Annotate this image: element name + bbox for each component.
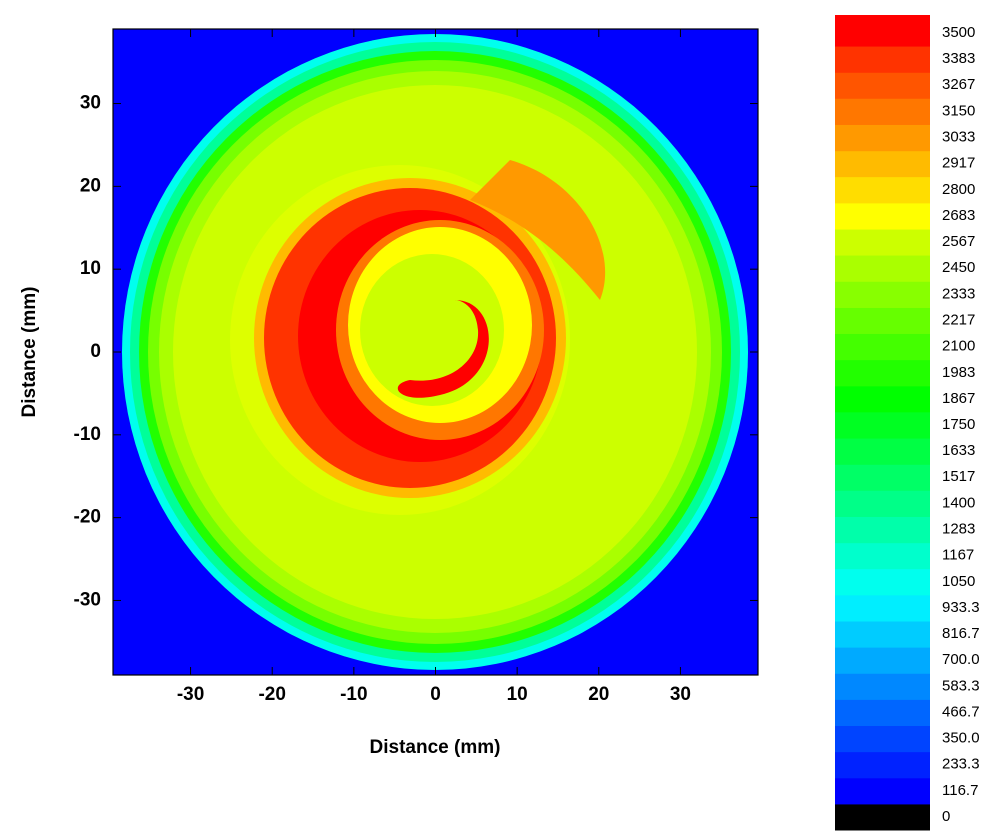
colorbar-band <box>835 542 930 570</box>
x-tick-label: 10 <box>507 684 528 705</box>
colorbar-band <box>835 15 930 47</box>
x-tick-label: 20 <box>588 684 609 705</box>
colorbar-band <box>835 464 930 491</box>
colorbar-label: 1167 <box>942 547 974 564</box>
colorbar-label: 2450 <box>942 259 975 276</box>
x-tick-label: 0 <box>430 684 441 705</box>
colorbar-band <box>835 699 930 727</box>
y-tick-label: 0 <box>90 341 101 362</box>
colorbar-label: 1400 <box>942 494 975 511</box>
colorbar-label: 816.7 <box>942 625 980 642</box>
colorbar-label: 2800 <box>942 181 975 198</box>
colorbar-band <box>835 438 930 465</box>
colorbar-label: 3267 <box>942 76 975 93</box>
colorbar-label: 0 <box>942 808 950 825</box>
colorbar-band <box>835 803 930 831</box>
colorbar-label: 583.3 <box>942 677 980 694</box>
colorbar-label: 3500 <box>942 24 975 41</box>
x-tick-label: 30 <box>670 684 691 705</box>
colorbar-band <box>835 124 930 152</box>
colorbar-label: 1283 <box>942 521 975 538</box>
colorbar-label: 1750 <box>942 416 975 433</box>
colorbar-band <box>835 228 930 256</box>
colorbar-band <box>835 751 930 779</box>
y-tick-label: 20 <box>80 175 101 196</box>
colorbar-band <box>835 594 930 622</box>
y-axis-label: Distance (mm) <box>19 287 40 418</box>
colorbar-band <box>835 411 930 439</box>
colorbar-band <box>835 490 930 517</box>
colorbar-band <box>835 673 930 700</box>
colorbar-label: 1867 <box>942 390 975 407</box>
colorbar-label: 2567 <box>942 233 975 250</box>
colorbar: 0 116.7 233.3 350.0 466.7 583.3 700.0 816.7 933.… <box>835 15 980 831</box>
contour-field <box>113 29 758 675</box>
colorbar-label: 3150 <box>942 102 975 119</box>
colorbar-band <box>835 725 930 753</box>
colorbar-label: 1633 <box>942 442 975 459</box>
y-tick-label: -10 <box>74 424 101 445</box>
colorbar-label: 2217 <box>942 311 975 328</box>
colorbar-band <box>835 359 930 387</box>
colorbar-band <box>835 281 930 308</box>
colorbar-label: 3383 <box>942 50 975 67</box>
colorbar-label: 466.7 <box>942 703 980 720</box>
field-spiral <box>397 300 489 398</box>
colorbar-band <box>835 98 930 125</box>
colorbar-band <box>835 385 930 413</box>
colorbar-label: 116.7 <box>942 782 978 799</box>
y-tick-label: -30 <box>74 589 101 610</box>
colorbar-label: 2683 <box>942 207 975 224</box>
colorbar-label: 233.3 <box>942 756 980 773</box>
field-blob <box>470 160 606 300</box>
colorbar-label: 2917 <box>942 155 975 172</box>
colorbar-label: 933.3 <box>942 599 980 616</box>
colorbar-band <box>835 255 930 282</box>
x-axis-label: Distance (mm) <box>370 737 501 758</box>
colorbar-label: 1050 <box>942 573 975 590</box>
y-tick-label: -20 <box>74 507 101 528</box>
y-tick-label: 10 <box>80 258 101 279</box>
colorbar-band <box>835 46 930 73</box>
colorbar-label: 700.0 <box>942 651 980 668</box>
colorbar-label: 1517 <box>942 468 975 485</box>
colorbar-label: 1983 <box>942 364 975 381</box>
colorbar-band <box>835 176 930 204</box>
colorbar-label: 2100 <box>942 338 975 355</box>
x-tick-label: -30 <box>177 684 204 705</box>
colorbar-label: 3033 <box>942 129 975 146</box>
colorbar-band <box>835 333 930 361</box>
colorbar-label: 350.0 <box>942 730 980 747</box>
y-tick-label: 30 <box>80 93 101 114</box>
x-tick-label: -20 <box>258 684 285 705</box>
colorbar-band <box>835 72 930 99</box>
colorbar-band <box>835 568 930 596</box>
colorbar-band <box>835 307 930 334</box>
x-tick-label: -10 <box>340 684 367 705</box>
colorbar-band <box>835 620 930 648</box>
colorbar-label: 2333 <box>942 285 975 302</box>
axes: -30 -20 -10 0 10 20 30 -30 -20 -10 0 10 20 30 <box>74 29 758 705</box>
colorbar-band <box>835 647 930 674</box>
colorbar-band <box>835 516 930 544</box>
colorbar-band <box>835 777 930 805</box>
colorbar-band <box>835 202 930 230</box>
colorbar-band <box>835 150 930 178</box>
